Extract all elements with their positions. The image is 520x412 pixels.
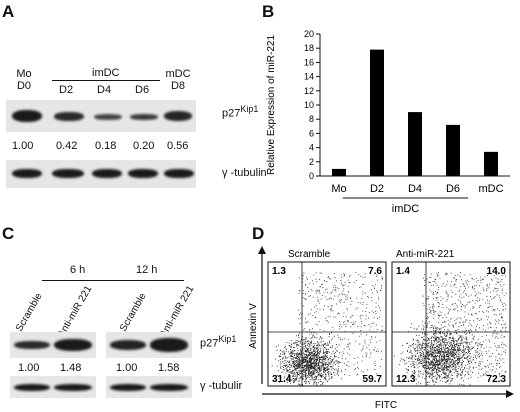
ratio-c-3: 1.58	[158, 362, 180, 374]
y-tick-label: 10	[304, 100, 314, 110]
band	[94, 114, 122, 120]
flow-plot-2-q-ll: 12.3	[396, 374, 416, 385]
lane-mdc-line2: D8	[170, 80, 186, 92]
band	[150, 384, 188, 391]
p27-label-a: p27Kip1	[222, 104, 259, 120]
ratio-c-0: 1.00	[18, 362, 40, 374]
lane-d4-label: D4	[97, 84, 112, 96]
bar-d2	[370, 49, 384, 176]
x-tick-label: mDC	[478, 183, 503, 195]
band	[128, 169, 158, 178]
mir221-bar-chart: 0 2 4 6 8 10 12 14 16 18 20 Mo D2 D4 D6 mDC imDC Relative…	[266, 29, 510, 215]
p27-blot-c-12h	[106, 332, 192, 358]
band	[164, 169, 194, 178]
y-tick-label: 8	[309, 114, 314, 124]
time-12h-line	[112, 280, 184, 281]
band	[110, 384, 146, 391]
y-tick-label: 14	[304, 72, 314, 82]
time-12h-label: 12 h	[136, 264, 158, 276]
band	[92, 169, 122, 178]
band	[164, 111, 192, 121]
y-axis-arrow-icon	[258, 246, 266, 254]
band	[52, 169, 84, 178]
ratio-a-3: 0.20	[133, 140, 155, 152]
flow-xlabel: FITC	[375, 400, 397, 410]
y-tick-label: 2	[309, 157, 314, 167]
y-tick-label: 20	[304, 29, 314, 39]
lane-mdc-label: mDC D8	[164, 68, 192, 92]
band	[54, 112, 84, 121]
time-6h-line	[42, 280, 114, 281]
band	[12, 110, 42, 122]
time-6h-label: 6 h	[70, 264, 86, 276]
y-tick-label: 6	[309, 128, 314, 138]
ratio-c-1: 1.48	[60, 362, 82, 374]
y-tick-label: 18	[304, 43, 314, 53]
band	[130, 114, 158, 120]
flow-plot-2-title: Anti-miR-221	[396, 249, 455, 260]
band	[110, 340, 146, 350]
lane-d6-label: D6	[135, 84, 150, 96]
y-axis-label: Relative Expression of miR-221	[266, 35, 277, 175]
ratio-c-2: 1.00	[116, 362, 138, 374]
ratio-a-0: 1.00	[12, 140, 34, 152]
lane-c-scramble-2: Scramble	[118, 291, 149, 334]
flow-plot-1-frame	[267, 261, 387, 387]
band	[54, 339, 92, 351]
x-tick-label: D4	[408, 183, 422, 195]
flow-plot-1-q-ur: 7.6	[368, 266, 382, 277]
flow-plot-1-title: Scramble	[288, 249, 331, 260]
x-axis-arrow-icon	[506, 390, 514, 398]
p27-blot-a	[6, 100, 196, 132]
ratio-a-2: 0.18	[95, 140, 117, 152]
flow-plot-2-q-ur: 14.0	[487, 266, 507, 277]
lane-d2-label: D2	[59, 84, 74, 96]
band	[54, 384, 92, 391]
flow-plot-1-q-ll: 31.4	[272, 374, 292, 385]
lane-c-scramble-1: Scramble	[14, 291, 45, 334]
flow-ylabel: Annexin V	[248, 303, 259, 349]
tubulin-label-c: γ -tubulir	[200, 380, 243, 392]
band	[150, 338, 188, 352]
tubulin-label-a: γ -tubulin	[222, 167, 267, 179]
imdc-group-line	[52, 80, 160, 81]
y-tick-label: 4	[309, 143, 314, 153]
tubulin-blot-c-6h	[10, 376, 96, 398]
lane-mdc-line1: mDC	[165, 68, 191, 80]
x-tick-label: D6	[446, 183, 460, 195]
p27-blot-c-6h	[10, 332, 96, 358]
flow-plot-1-q-lr: 59.7	[363, 374, 383, 385]
lane-mo-line1: Mo	[16, 68, 32, 80]
flow-plot-2-q-ul: 1.4	[396, 266, 410, 277]
lane-mo-label: Mo D0	[12, 68, 36, 92]
bar-mo	[332, 168, 346, 176]
lane-mo-line2: D0	[16, 80, 32, 92]
tubulin-blot-c-12h	[106, 376, 192, 398]
bar-d4	[408, 112, 422, 176]
imdc-bracket-label: imDC	[392, 203, 420, 215]
annexin-flow-plots: Annexin V FITC Scramble 1.3 7.6 31.4 59.…	[248, 246, 514, 410]
bar-d6	[446, 124, 460, 176]
panel-b-letter: B	[262, 2, 275, 21]
flow-plot-1-q-ul: 1.3	[272, 266, 286, 277]
panel-d-letter: D	[252, 224, 265, 243]
panel-a-letter: A	[2, 2, 15, 21]
x-tick-label: D2	[370, 183, 384, 195]
band	[12, 169, 42, 178]
ratio-a-1: 0.42	[56, 140, 78, 152]
y-tick-label: 12	[304, 86, 314, 96]
bar-mdc	[484, 151, 498, 176]
y-tick-label: 16	[304, 57, 314, 67]
flow-plot-2-q-lr: 72.3	[487, 374, 507, 385]
panel-c-letter: C	[2, 224, 15, 243]
tubulin-blot-a	[6, 160, 196, 188]
band	[14, 384, 50, 391]
y-tick-label: 0	[309, 171, 314, 181]
p27-label-c: p27Kip1	[200, 334, 237, 350]
imdc-group-label: imDC	[92, 67, 120, 79]
x-tick-label: Mo	[331, 183, 346, 195]
band	[14, 341, 50, 349]
ratio-a-4: 0.56	[167, 140, 189, 152]
